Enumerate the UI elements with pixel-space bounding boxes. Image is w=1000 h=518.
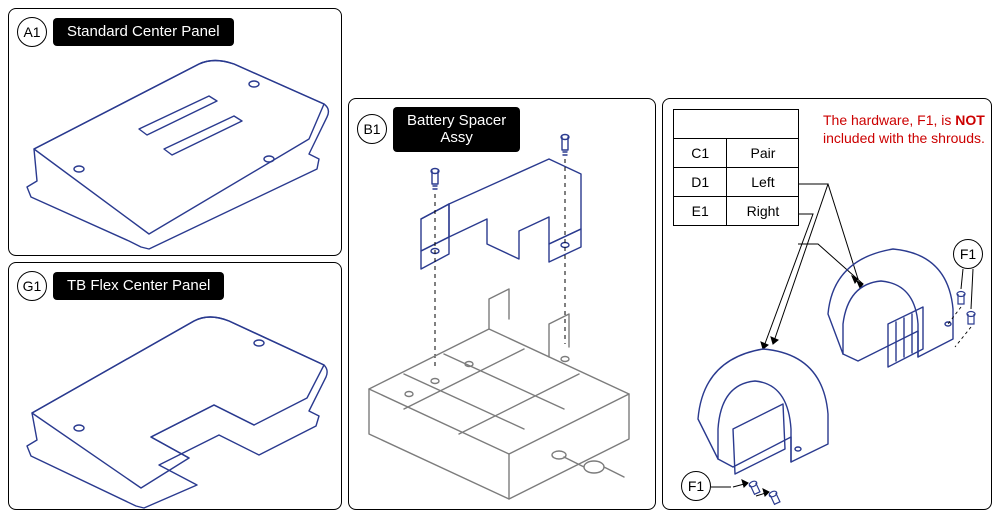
panel-a1: A1 Standard Center Panel: [8, 8, 342, 256]
callout-f1-upper: F1: [953, 239, 983, 269]
callout-f1-lower: F1: [681, 471, 711, 501]
callout-id-g1: G1: [17, 271, 47, 301]
callout-b1: B1 Battery Spacer Assy: [357, 107, 520, 152]
panel-b1: B1 Battery Spacer Assy: [348, 98, 656, 510]
callout-label-b1: Battery Spacer Assy: [393, 107, 520, 152]
callout-id-b1: B1: [357, 114, 387, 144]
illustration-battery-spacer: [349, 99, 657, 511]
panel-g1: G1 TB Flex Center Panel: [8, 262, 342, 510]
callout-g1: G1 TB Flex Center Panel: [17, 271, 224, 301]
callout-id-f1-lower: F1: [681, 471, 711, 501]
callout-label-a1: Standard Center Panel: [53, 18, 234, 45]
illustration-fender-shrouds: [663, 99, 993, 511]
callout-label-g1: TB Flex Center Panel: [53, 272, 224, 299]
callout-id-f1-upper: F1: [953, 239, 983, 269]
callout-a1: A1 Standard Center Panel: [17, 17, 234, 47]
panel-fender: Fender Shrouds C1 Pair D1 Left E1 Right …: [662, 98, 992, 510]
callout-id-a1: A1: [17, 17, 47, 47]
